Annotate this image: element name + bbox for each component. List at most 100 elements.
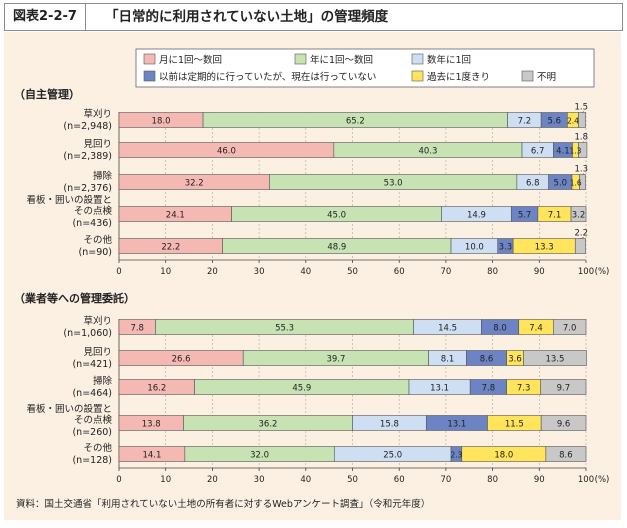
x-tick-label: 100 bbox=[578, 475, 594, 485]
leader-line bbox=[580, 237, 585, 239]
row-n: (n=2,376) bbox=[63, 183, 112, 194]
data-label: 45.9 bbox=[292, 384, 311, 394]
leader-line bbox=[582, 141, 585, 143]
figure-title: 「日常的に利用されていない土地」の管理頻度 bbox=[105, 9, 389, 25]
data-label: 13.1 bbox=[430, 384, 449, 394]
row-label: 見回り bbox=[83, 139, 112, 150]
data-label: 7.3 bbox=[517, 384, 531, 394]
row-label: 草刈り bbox=[83, 108, 112, 120]
leader-line bbox=[581, 111, 585, 113]
bar-segment-unknown bbox=[540, 379, 587, 395]
data-label: 2.4 bbox=[567, 117, 579, 126]
x-tick-label: 30 bbox=[254, 267, 265, 277]
data-label: 26.6 bbox=[172, 355, 191, 365]
row-label: その他 bbox=[83, 442, 112, 454]
data-label: 15.8 bbox=[380, 420, 399, 430]
data-label: 10.0 bbox=[465, 243, 484, 253]
row-n: (n=464) bbox=[72, 388, 112, 399]
bar-segment-unknown bbox=[578, 112, 586, 128]
data-label: 8.6 bbox=[480, 355, 494, 365]
x-tick-label: 60 bbox=[394, 267, 405, 277]
legend-label-once: 過去に1度きり bbox=[427, 71, 490, 83]
legend-label-few_years: 数年に1回 bbox=[427, 54, 471, 66]
data-label: 48.9 bbox=[327, 243, 346, 253]
legend-swatch-once bbox=[411, 70, 424, 82]
x-tick-label: 40 bbox=[300, 475, 311, 485]
data-label: 40.3 bbox=[418, 147, 437, 157]
data-label: 13.3 bbox=[535, 243, 554, 253]
data-label: 6.7 bbox=[531, 147, 545, 157]
legend-label-monthly: 月に1回～数回 bbox=[159, 54, 222, 66]
data-label-outside: 2.2 bbox=[574, 229, 588, 239]
legend-swatch-monthly bbox=[143, 53, 156, 65]
x-tick-label: 90 bbox=[534, 267, 545, 277]
legend-label-unknown: 不明 bbox=[537, 72, 556, 83]
bar-segment-unknown bbox=[540, 415, 587, 431]
data-label: 18.0 bbox=[494, 451, 513, 461]
data-label: 65.2 bbox=[346, 117, 365, 127]
legend-swatch-few_years bbox=[411, 53, 424, 65]
x-axis-unit: (%) bbox=[595, 475, 610, 485]
data-label: 46.0 bbox=[217, 147, 236, 157]
x-tick-label: 100 bbox=[578, 267, 594, 277]
data-label: 13.5 bbox=[545, 355, 564, 365]
legend-swatch-before bbox=[143, 70, 156, 82]
figure-label: 図表2-2-7 bbox=[5, 4, 86, 30]
data-label: 1.6 bbox=[570, 179, 582, 188]
data-label: 36.2 bbox=[259, 420, 278, 430]
data-label: 14.5 bbox=[438, 324, 457, 334]
x-tick-label: 10 bbox=[160, 267, 171, 277]
data-label: 1.3 bbox=[570, 147, 582, 156]
data-label: 14.9 bbox=[467, 211, 486, 221]
x-axis-unit: (%) bbox=[595, 267, 610, 277]
legend-swatch-unknown bbox=[521, 70, 534, 82]
row-label: 看板・囲いの設置とその点検 bbox=[26, 403, 112, 426]
data-label: 25.0 bbox=[383, 451, 402, 461]
data-label: 24.1 bbox=[166, 211, 185, 221]
data-label: 11.5 bbox=[505, 420, 524, 430]
data-label: 8.6 bbox=[559, 451, 573, 461]
data-label-outside: 1.3 bbox=[574, 165, 588, 175]
x-tick-label: 80 bbox=[487, 475, 498, 485]
data-label: 7.4 bbox=[529, 324, 543, 334]
bar-segment-unknown bbox=[570, 206, 587, 222]
leader-line bbox=[582, 173, 585, 175]
data-label: 7.0 bbox=[563, 324, 577, 334]
data-label: 45.0 bbox=[327, 211, 346, 221]
legend-swatch-yearly bbox=[294, 53, 307, 65]
data-label: 2.3 bbox=[450, 451, 462, 460]
legend-label-before: 以前は定期的に行っていたが、現在は行っていない bbox=[159, 71, 376, 83]
data-label: 16.2 bbox=[147, 384, 166, 394]
data-label: 7.8 bbox=[130, 324, 144, 334]
row-label: 看板・囲いの設置とその点検 bbox=[26, 194, 112, 217]
data-label: 18.0 bbox=[152, 117, 171, 127]
bar-segment-unknown bbox=[545, 446, 587, 462]
data-label: 22.2 bbox=[161, 243, 180, 253]
legend-label-yearly: 年に1回～数回 bbox=[310, 54, 373, 66]
row-label: 草刈り bbox=[83, 315, 112, 327]
row-label: 見回り bbox=[83, 347, 112, 358]
row-n: (n=436) bbox=[72, 218, 112, 229]
panel-title-1: （業者等への管理委託） bbox=[14, 291, 135, 305]
data-label: 3.6 bbox=[508, 355, 522, 365]
row-label: その他 bbox=[83, 234, 112, 246]
data-label: 5.6 bbox=[547, 117, 561, 127]
data-label: 8.0 bbox=[493, 324, 507, 334]
panel-title-0: （自主管理） bbox=[14, 87, 80, 101]
data-label: 5.7 bbox=[518, 211, 532, 221]
data-label: 7.8 bbox=[482, 384, 496, 394]
row-n: (n=2,389) bbox=[63, 151, 112, 162]
data-label: 32.2 bbox=[185, 179, 204, 189]
data-label: 5.0 bbox=[554, 179, 568, 189]
row-label: 掃除 bbox=[93, 375, 113, 387]
x-tick-label: 80 bbox=[487, 267, 498, 277]
legend-box bbox=[135, 48, 595, 88]
data-label: 4.1 bbox=[556, 147, 570, 157]
data-label: 13.1 bbox=[447, 420, 466, 430]
data-label: 6.8 bbox=[526, 179, 540, 189]
x-tick-label: 60 bbox=[394, 475, 405, 485]
x-tick-label: 10 bbox=[160, 475, 171, 485]
row-n: (n=90) bbox=[79, 247, 112, 258]
source-note: 資料：国土交通省「利用されていない土地の所有者に対するWebアンケート調査」（令… bbox=[16, 498, 430, 510]
